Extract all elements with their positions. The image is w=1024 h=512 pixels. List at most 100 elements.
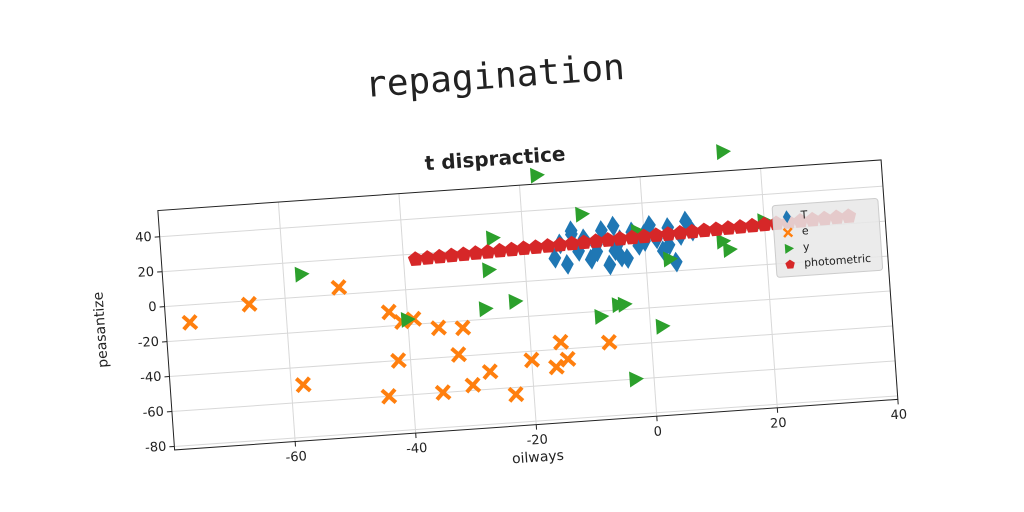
point: [530, 167, 545, 184]
point: [407, 251, 424, 267]
point: [606, 215, 620, 237]
point: [584, 248, 598, 270]
point: [744, 217, 760, 233]
y-tick-label: 40: [135, 230, 153, 246]
y-tick-label: -40: [140, 370, 162, 386]
x-tick-label: 40: [890, 407, 908, 423]
point: [468, 245, 484, 261]
legend-label: T: [799, 208, 808, 222]
grid-line: [639, 176, 658, 417]
grid-line: [174, 395, 898, 447]
point: [380, 387, 398, 405]
point: [430, 319, 447, 337]
point: [419, 250, 436, 265]
point: [516, 240, 532, 256]
point: [434, 384, 452, 401]
y-tick-label: 20: [137, 265, 155, 281]
point: [636, 228, 652, 244]
point: [559, 350, 577, 368]
point: [576, 234, 592, 250]
point: [548, 247, 562, 269]
point: [660, 226, 676, 241]
y-tick-label: -60: [142, 405, 164, 421]
y-tick-label: -20: [137, 335, 159, 351]
point: [663, 251, 678, 268]
point: [478, 301, 494, 318]
point: [540, 238, 556, 253]
grid-line: [169, 325, 893, 378]
legend-marker: [782, 227, 794, 238]
point: [716, 144, 732, 161]
point: [722, 242, 738, 258]
grid-line: [159, 185, 883, 238]
legend-label: y: [803, 240, 811, 253]
legend-label: e: [801, 224, 809, 237]
grid-line: [171, 360, 896, 412]
point: [617, 296, 633, 313]
y-tick-label: 0: [148, 300, 157, 316]
point: [464, 376, 482, 394]
point: [594, 308, 610, 325]
point: [480, 244, 496, 259]
grid-line: [277, 202, 296, 442]
point: [600, 232, 616, 247]
point: [181, 314, 199, 331]
point: [528, 239, 544, 255]
point: [450, 346, 467, 363]
point: [507, 386, 525, 403]
point: [443, 247, 460, 263]
point: [240, 295, 258, 313]
grid-line: [164, 255, 888, 308]
plot-frame: [157, 159, 899, 451]
legend-marker: [782, 210, 791, 224]
point: [629, 371, 644, 388]
grid-line: [166, 290, 891, 343]
point: [561, 254, 574, 275]
point: [552, 236, 568, 252]
grid-line: [518, 185, 537, 425]
point: [564, 235, 580, 251]
point: [552, 333, 570, 351]
x-tick-label: -60: [285, 449, 307, 465]
point: [672, 225, 688, 240]
point: [588, 233, 604, 249]
legend-marker: [785, 259, 795, 269]
point: [708, 221, 724, 237]
page-title: repagination: [364, 47, 626, 106]
y-tick-label: -80: [145, 440, 167, 456]
point: [504, 241, 520, 257]
chart-title: t dispractice: [424, 141, 566, 175]
point: [492, 242, 508, 258]
point: [330, 279, 348, 296]
x-tick-label: -20: [526, 432, 548, 448]
point: [648, 227, 664, 243]
point: [684, 223, 700, 239]
point: [485, 230, 501, 247]
chart: t dispractice oilways peasantize -60 -40 -…: [90, 141, 908, 468]
point: [564, 220, 578, 242]
point: [655, 318, 671, 335]
point: [624, 229, 640, 245]
point: [454, 319, 472, 337]
point: [716, 233, 732, 250]
point: [294, 266, 310, 283]
legend-marker: [784, 243, 795, 254]
point: [603, 254, 617, 276]
point: [575, 206, 591, 223]
point: [756, 216, 772, 232]
point: [400, 311, 416, 328]
point: [732, 219, 748, 234]
point: [523, 351, 541, 369]
legend-label: photometric: [804, 252, 872, 270]
point: [612, 230, 628, 246]
point: [696, 222, 712, 238]
grid-line: [760, 168, 778, 408]
point: [720, 220, 736, 236]
point: [390, 352, 407, 369]
y-axis-label: peasantize: [90, 291, 111, 368]
point: [482, 262, 498, 279]
x-tick-label: 0: [653, 424, 662, 440]
x-axis-label: oilways: [512, 448, 565, 468]
point: [615, 246, 628, 268]
point: [294, 376, 312, 394]
